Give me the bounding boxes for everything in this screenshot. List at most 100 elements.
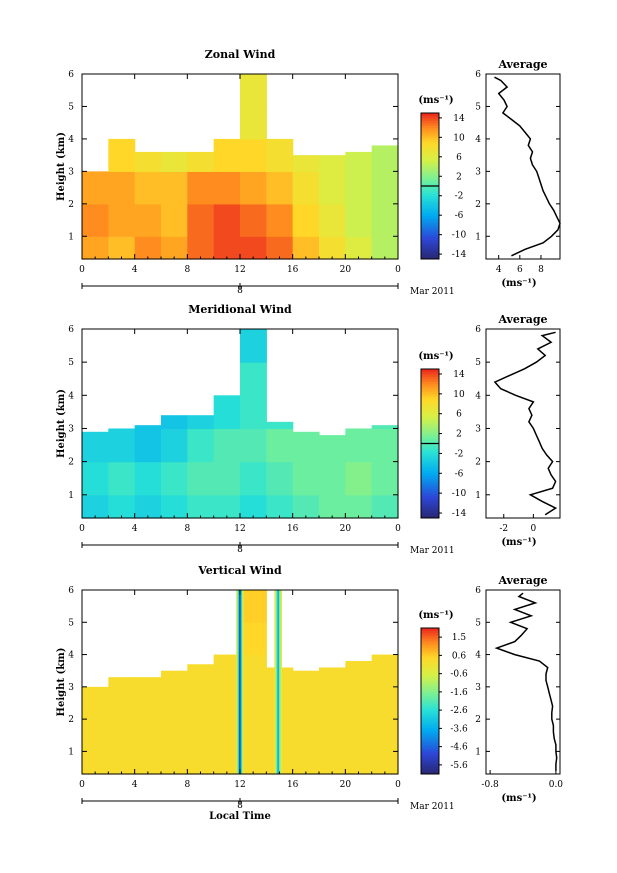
heatmap-cell bbox=[213, 719, 241, 753]
colorbar-swatch bbox=[421, 443, 439, 447]
heatmap-field bbox=[82, 590, 399, 775]
x-tick-label: 12 bbox=[234, 265, 245, 275]
colorbar-swatch bbox=[421, 139, 439, 143]
colorbar-swatch bbox=[421, 769, 439, 773]
heatmap-cell bbox=[161, 428, 188, 463]
colorbar-swatch bbox=[421, 727, 439, 731]
colorbar-swatch bbox=[421, 453, 439, 457]
heatmap-cell bbox=[213, 461, 241, 496]
heatmap-cell bbox=[187, 719, 215, 753]
x-tick-label: 0 bbox=[79, 265, 85, 275]
colorbar-swatch bbox=[421, 149, 439, 153]
heatmap-cell bbox=[82, 494, 109, 519]
colorbar-swatch bbox=[421, 433, 439, 437]
colorbar-tick-label: 14 bbox=[453, 370, 465, 380]
colorbar-swatch bbox=[421, 674, 439, 678]
x-tick-label: 0 bbox=[395, 780, 401, 790]
heatmap-cell bbox=[161, 686, 188, 720]
heatmap-cell bbox=[240, 106, 267, 140]
heatmap-cell bbox=[240, 686, 267, 720]
downdraft-band bbox=[240, 590, 243, 774]
y-tick-label: 3 bbox=[68, 167, 74, 177]
colorbar-swatch bbox=[421, 117, 439, 121]
heatmap-cell bbox=[82, 171, 109, 205]
heatmap-cell bbox=[292, 719, 320, 753]
colorbar-tick-label: -6 bbox=[455, 469, 464, 479]
colorbar-swatch bbox=[421, 134, 439, 138]
heatmap-cell bbox=[240, 329, 267, 363]
colorbar-swatch bbox=[421, 485, 439, 489]
colorbar-swatch bbox=[421, 645, 439, 648]
colorbar-tick-label: -4.6 bbox=[450, 743, 468, 753]
colorbar-swatch bbox=[421, 649, 439, 653]
colorbar-swatch bbox=[421, 483, 439, 487]
average-x-label: (ms⁻¹) bbox=[501, 793, 536, 804]
colorbar-swatch bbox=[421, 652, 439, 656]
colorbar-swatch bbox=[421, 232, 439, 236]
colorbar-swatch bbox=[421, 137, 439, 141]
heatmap-cell bbox=[266, 494, 294, 519]
heatmap-cell bbox=[187, 415, 215, 430]
y-tick-label: 1 bbox=[68, 491, 74, 501]
x-tick-label: 4 bbox=[132, 265, 138, 275]
colorbar-swatch bbox=[421, 498, 439, 502]
heatmap-cell bbox=[319, 686, 346, 720]
x-tick-label: 0 bbox=[79, 524, 85, 534]
colorbar-swatch bbox=[421, 754, 439, 758]
heatmap-cell bbox=[161, 171, 188, 205]
colorbar-swatch bbox=[421, 207, 439, 211]
colorbar-swatch bbox=[421, 764, 439, 768]
colorbar-swatch bbox=[421, 393, 439, 397]
colorbar-swatch bbox=[421, 130, 439, 133]
heatmap-cell bbox=[240, 590, 267, 623]
colorbar-swatch bbox=[421, 411, 439, 415]
y-tick-label: 6 bbox=[68, 70, 74, 80]
colorbar-swatch bbox=[421, 708, 439, 712]
heatmap-cell bbox=[82, 719, 109, 753]
heatmap-cell bbox=[240, 751, 267, 775]
colorbar-swatch bbox=[421, 488, 439, 492]
colorbar-swatch bbox=[421, 428, 439, 432]
colorbar-swatch bbox=[421, 198, 439, 202]
heatmap-cell bbox=[292, 431, 320, 463]
colorbar-swatch bbox=[421, 132, 439, 136]
x-tick-label: 0 bbox=[395, 265, 401, 275]
colorbar-swatch bbox=[421, 383, 439, 387]
y-tick-label: 1 bbox=[68, 747, 74, 757]
heatmap-cell bbox=[266, 236, 294, 260]
heatmap-cell bbox=[213, 494, 241, 519]
average-title: Average bbox=[497, 313, 547, 326]
heatmap-cell bbox=[108, 171, 136, 205]
colorbar-swatch bbox=[421, 371, 439, 375]
colorbar-tick-label: -14 bbox=[452, 250, 467, 260]
average-y-tick-label: 2 bbox=[475, 200, 481, 210]
heatmap-cell bbox=[266, 428, 294, 463]
colorbar-swatch bbox=[421, 241, 439, 245]
heatmap-cell bbox=[371, 203, 399, 237]
y-axis-label: Height (km) bbox=[56, 648, 67, 717]
heatmap-cell bbox=[82, 203, 109, 237]
heatmap-cell bbox=[319, 667, 346, 688]
heatmap-cell bbox=[108, 494, 136, 519]
heatmap-cell bbox=[134, 151, 162, 172]
colorbar-swatch bbox=[421, 161, 439, 165]
x-tick-label: 20 bbox=[340, 524, 352, 534]
colorbar-swatch bbox=[421, 171, 439, 175]
downdraft-band bbox=[237, 590, 240, 774]
colorbar-swatch bbox=[421, 732, 439, 736]
colorbar-swatch bbox=[421, 186, 439, 189]
colorbar-swatch bbox=[421, 771, 439, 775]
heatmap-cell bbox=[345, 203, 373, 237]
heatmap-cell bbox=[187, 461, 215, 496]
colorbar-swatch bbox=[421, 696, 439, 700]
heatmap-cell bbox=[213, 171, 241, 205]
colorbar-tick-label: 0.6 bbox=[452, 651, 467, 661]
colorbar-swatch bbox=[421, 513, 439, 517]
heatmap-cell bbox=[319, 719, 346, 753]
colorbar-tick-label: 2 bbox=[456, 430, 462, 440]
colorbar-swatch bbox=[421, 515, 439, 519]
colorbar-swatch bbox=[421, 210, 439, 214]
colorbar-swatch bbox=[421, 490, 439, 494]
colorbar-swatch bbox=[421, 203, 439, 206]
colorbar-swatch bbox=[421, 630, 439, 634]
